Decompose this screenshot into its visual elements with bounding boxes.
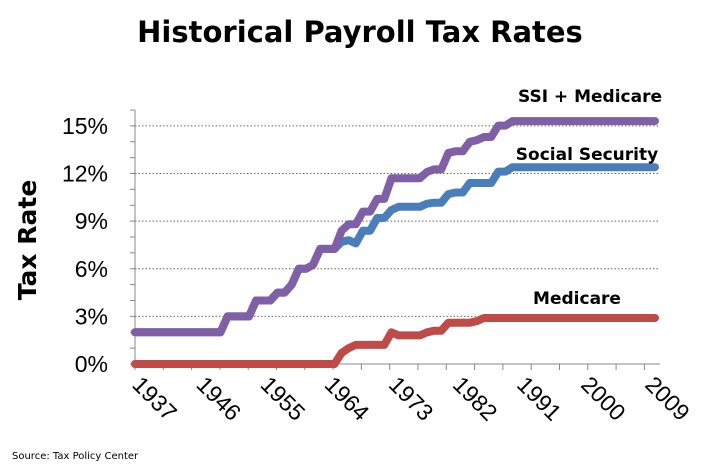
y-tick-label: 3% — [75, 303, 108, 329]
series-label-ssi-medicare: SSI + Medicare — [518, 87, 662, 107]
x-tick-label: 1946 — [192, 371, 247, 426]
y-tick-labels: 0% 3% 6% 9% 12% 15% — [62, 113, 108, 377]
x-tick-label: 2009 — [640, 371, 695, 426]
x-tick-label: 1973 — [384, 371, 439, 426]
chart-title: Historical Payroll Tax Rates — [137, 15, 583, 49]
y-tick-label: 6% — [75, 256, 108, 282]
x-tick-label: 1991 — [512, 371, 567, 426]
x-tick-label: 1964 — [320, 371, 375, 426]
y-axis-label: Tax Rate — [13, 180, 42, 301]
x-tick-label: 1955 — [256, 371, 311, 426]
series-lines — [131, 117, 659, 368]
source-note: Source: Tax Policy Center — [12, 451, 139, 462]
x-tick-label: 2000 — [576, 371, 631, 426]
x-tick-label: 1982 — [448, 371, 503, 426]
x-tick-label: 1937 — [127, 371, 182, 426]
series-line-ssi-medicare — [131, 117, 659, 337]
x-tick-labels: 1937 1946 1955 1964 1973 1982 1991 2000 2009 — [127, 371, 694, 426]
y-tick-label: 0% — [75, 351, 108, 377]
y-tick-label: 9% — [75, 208, 108, 234]
series-label-social-security: Social Security — [516, 145, 658, 165]
y-tick-label: 15% — [62, 113, 108, 139]
y-tick-label: 12% — [62, 161, 108, 187]
series-label-medicare: Medicare — [533, 289, 621, 309]
series-line-medicare — [131, 314, 659, 368]
